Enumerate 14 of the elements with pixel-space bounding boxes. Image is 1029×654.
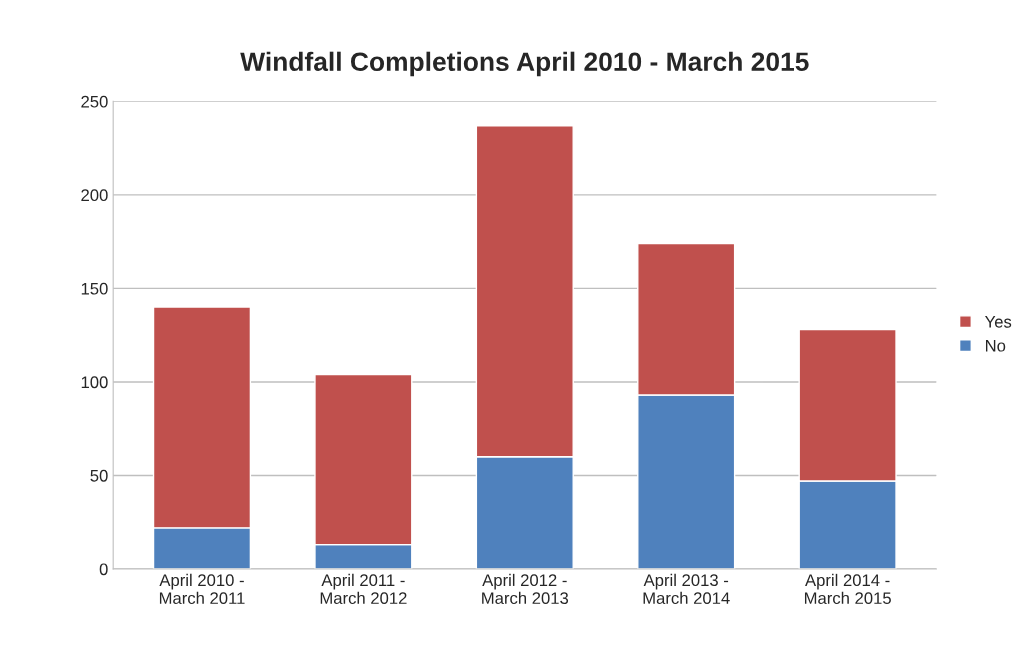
- y-tick-label: 250: [81, 95, 108, 108]
- y-tick-label: 0: [99, 563, 108, 576]
- chart-title: Windfall Completions April 2010 - March 2015: [240, 51, 809, 77]
- y-tick-label: 200: [81, 189, 108, 202]
- y-tick-label: 150: [81, 282, 108, 295]
- legend-label: Yes: [984, 316, 1012, 328]
- x-tick-label: April 2012 - March 2013: [482, 573, 569, 605]
- legend-label: No: [985, 339, 1006, 352]
- x-tick-label: April 2013 - March 2014: [643, 573, 730, 605]
- y-tick-label: 100: [81, 376, 108, 389]
- x-tick-label: April 2014 - March 2015: [804, 573, 891, 605]
- x-tick-label: April 2011 - March 2012: [320, 573, 407, 605]
- y-tick-label: 50: [90, 469, 108, 482]
- x-tick-label: April 2010 - March 2011: [159, 573, 245, 605]
